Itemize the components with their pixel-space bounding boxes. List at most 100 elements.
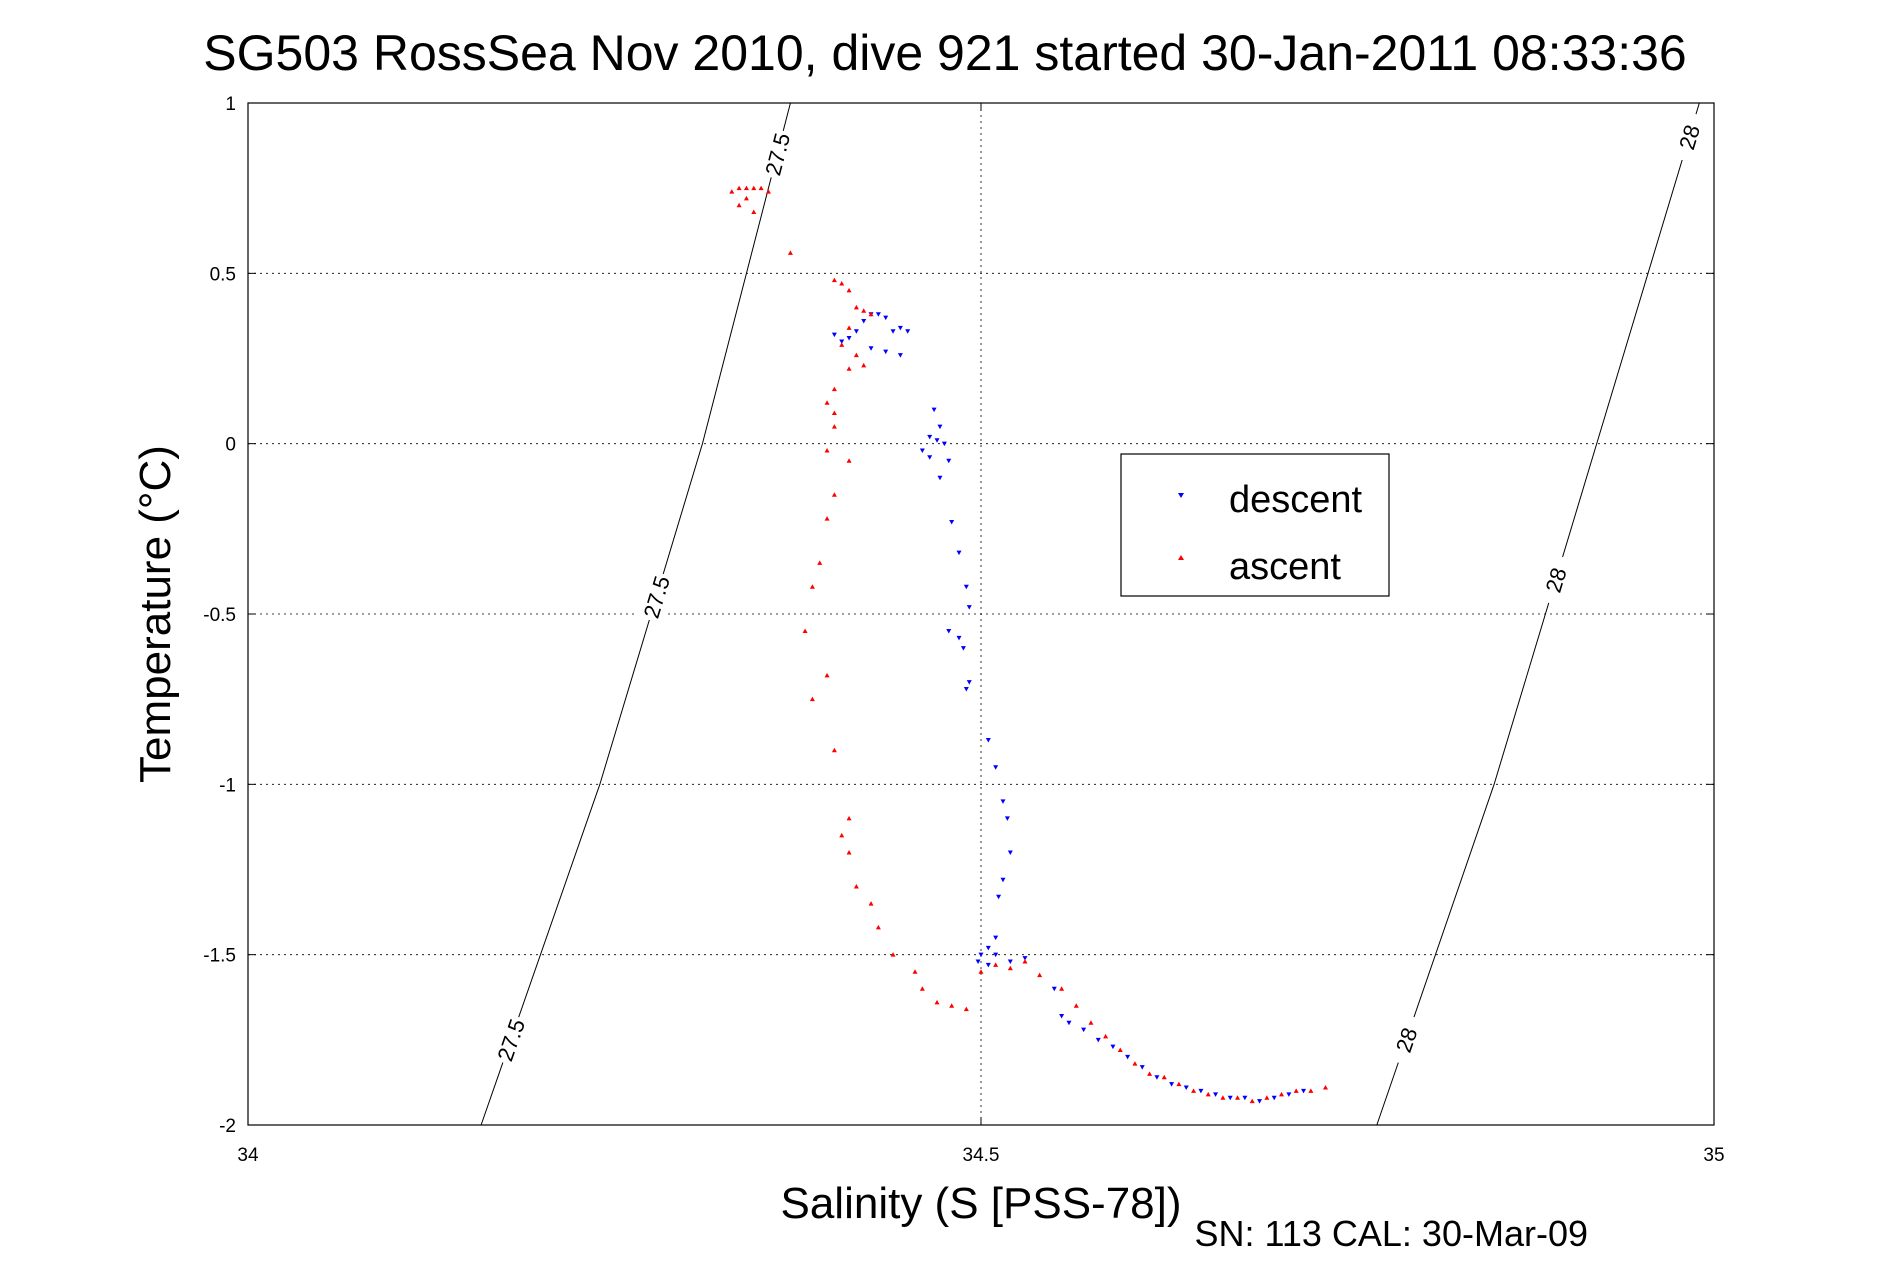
data-point-ascent	[809, 584, 815, 589]
data-point-ascent	[1088, 1020, 1094, 1025]
data-point-descent	[919, 448, 925, 453]
data-point-ascent	[729, 189, 735, 194]
series-ascent	[729, 185, 1329, 1104]
data-point-ascent	[1249, 1098, 1255, 1104]
data-point-descent	[861, 319, 867, 324]
data-point-ascent	[846, 458, 852, 463]
data-point-descent	[1301, 1088, 1307, 1094]
y-tick-label: -2	[219, 1116, 236, 1137]
data-point-ascent	[824, 672, 830, 678]
data-point-ascent	[839, 342, 845, 347]
data-point-descent	[927, 434, 933, 440]
data-point-ascent	[787, 250, 793, 255]
data-point-ascent	[846, 325, 852, 330]
data-point-descent	[1125, 1054, 1131, 1060]
data-point-ascent	[853, 884, 859, 889]
data-point-ascent	[978, 969, 984, 974]
data-point-descent	[1066, 1020, 1072, 1026]
data-point-descent	[993, 952, 999, 958]
y-tick-label: -1	[219, 775, 236, 796]
data-point-descent	[1007, 959, 1013, 964]
data-point-ascent	[1279, 1091, 1285, 1097]
data-point-descent	[937, 475, 943, 481]
data-point-ascent	[963, 1006, 969, 1012]
data-point-ascent	[839, 832, 845, 838]
data-point-ascent	[1176, 1081, 1182, 1087]
series-descent	[831, 312, 1307, 1104]
data-point-ascent	[875, 924, 881, 930]
data-point-descent	[1004, 816, 1010, 821]
data-point-ascent	[853, 352, 859, 358]
data-point-ascent	[751, 185, 757, 191]
contour-label-bg	[636, 570, 676, 624]
data-point-descent	[956, 635, 962, 641]
x-tick-label: 34	[237, 1145, 259, 1166]
data-point-descent	[1286, 1092, 1292, 1097]
x-tick-label: 35	[1703, 1145, 1724, 1166]
data-point-descent	[1000, 877, 1006, 883]
y-tick-label: 0	[225, 435, 236, 456]
data-point-ascent	[934, 999, 940, 1005]
data-point-ascent	[1264, 1095, 1270, 1100]
data-point-descent	[839, 339, 845, 344]
data-point-descent	[937, 424, 943, 430]
legend-marker-ascent	[1178, 555, 1184, 560]
data-point-ascent	[1103, 1033, 1109, 1039]
data-point-ascent	[1007, 965, 1013, 971]
legend-box	[1120, 453, 1390, 597]
data-point-descent	[931, 407, 937, 413]
data-point-descent	[963, 584, 969, 590]
data-point-ascent	[831, 386, 837, 392]
data-series	[729, 185, 1329, 1104]
data-point-ascent	[736, 185, 742, 191]
data-point-descent	[949, 520, 955, 525]
data-point-descent	[1227, 1095, 1233, 1101]
data-point-descent	[927, 455, 933, 460]
x-axis-ticks: 34 34.5 35	[237, 103, 1725, 1166]
data-point-ascent	[831, 747, 837, 753]
data-point-ascent	[1205, 1091, 1211, 1097]
contour-line	[1376, 102, 1700, 1126]
data-point-ascent	[1073, 1003, 1079, 1008]
data-point-descent	[941, 441, 947, 447]
data-point-ascent	[949, 1003, 955, 1008]
legend-label-ascent: ascent	[1229, 546, 1341, 588]
data-point-descent	[1081, 1027, 1087, 1033]
data-point-ascent	[831, 277, 837, 283]
data-point-ascent	[861, 362, 867, 368]
data-point-descent	[975, 959, 981, 964]
data-point-ascent	[1132, 1061, 1138, 1066]
data-point-ascent	[824, 516, 830, 521]
data-point-ascent	[1220, 1095, 1226, 1100]
data-point-ascent	[817, 560, 823, 565]
data-point-descent	[853, 329, 859, 334]
data-point-descent	[960, 646, 966, 651]
data-point-ascent	[1293, 1088, 1299, 1093]
data-point-ascent	[1323, 1085, 1329, 1090]
data-point-descent	[1198, 1088, 1204, 1094]
data-point-descent	[985, 945, 991, 951]
data-point-ascent	[846, 815, 852, 821]
legend-label-descent: descent	[1229, 479, 1363, 521]
data-point-descent	[1169, 1082, 1175, 1087]
data-point-descent	[1000, 799, 1006, 804]
data-point-descent	[934, 438, 940, 443]
data-point-ascent	[758, 185, 764, 191]
data-point-descent	[1007, 850, 1013, 855]
x-axis-label: Salinity (S [PSS-78])	[780, 1179, 1181, 1228]
data-point-descent	[1022, 956, 1028, 961]
y-axis-label: Temperature (°C)	[131, 445, 180, 783]
data-point-descent	[890, 329, 896, 334]
data-point-ascent	[824, 400, 830, 405]
chart-title: SG503 RossSea Nov 2010, dive 921 started…	[203, 25, 1686, 81]
data-point-ascent	[861, 308, 867, 313]
data-point-ascent	[912, 969, 918, 974]
data-point-descent	[868, 346, 874, 351]
data-point-descent	[946, 629, 952, 634]
data-point-descent	[966, 605, 972, 610]
data-point-descent	[875, 312, 881, 317]
y-axis-ticks: -2 -1.5 -1 -0.5 0 0.5 1	[203, 94, 1714, 1137]
contour-label-bg	[1536, 553, 1576, 607]
legend: descent ascent	[1120, 453, 1390, 597]
